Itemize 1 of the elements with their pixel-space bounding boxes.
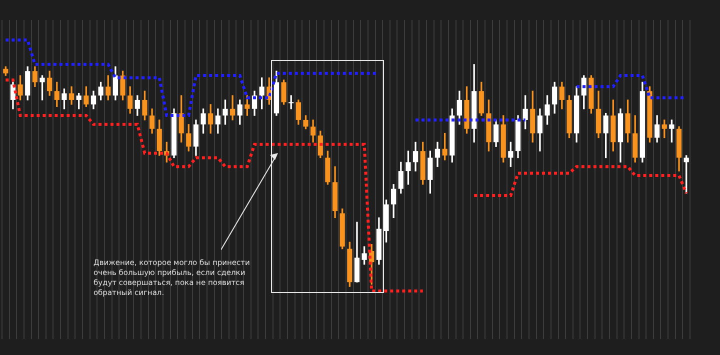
candlestick [230,95,236,120]
